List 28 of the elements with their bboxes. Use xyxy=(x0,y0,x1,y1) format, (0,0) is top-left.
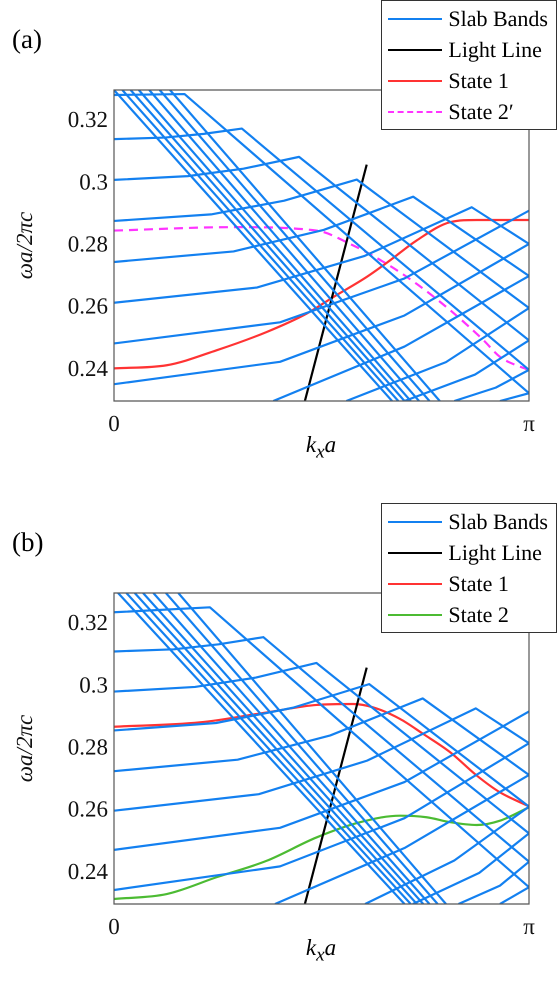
y-tick-label: 0.28 xyxy=(68,232,108,257)
x-tick-label: π xyxy=(523,914,536,939)
x-tick-label: π xyxy=(523,410,536,436)
y-tick-label: 0.28 xyxy=(68,734,108,760)
y-axis-title: ωa/2πc xyxy=(12,714,37,782)
chart-title: (a) xyxy=(12,24,42,55)
y-tick-label: 0.24 xyxy=(68,356,108,381)
x-axis-title: k$_{x}$a xyxy=(304,432,338,464)
legend-label: State 1 xyxy=(448,68,509,94)
x-axis-title: k$_{x}$a xyxy=(304,935,338,967)
legend-label: Slab Bands xyxy=(448,6,548,32)
x-tick-label: 0 xyxy=(108,410,120,436)
y-tick-label: 0.26 xyxy=(68,796,108,822)
legend-label: Light Line xyxy=(448,36,542,62)
x-tick-label: 0 xyxy=(108,914,120,939)
y-tick-label: 0.3 xyxy=(79,169,108,194)
y-tick-label: 0.32 xyxy=(68,610,108,636)
legend-label: State 1 xyxy=(448,570,509,596)
y-tick-label: 0.3 xyxy=(79,672,108,698)
y-axis-title: ωa/2πc xyxy=(12,212,37,280)
y-tick-label: 0.32 xyxy=(68,107,108,132)
legend-label: State 2 xyxy=(448,602,509,628)
legend-label: State 2′ xyxy=(448,98,514,124)
legend-label: Slab Bands xyxy=(448,508,548,534)
legend-label: Light Line xyxy=(448,540,542,566)
chart-title: (b) xyxy=(12,527,44,558)
y-tick-label: 0.24 xyxy=(68,858,108,884)
y-tick-label: 0.26 xyxy=(68,294,108,319)
